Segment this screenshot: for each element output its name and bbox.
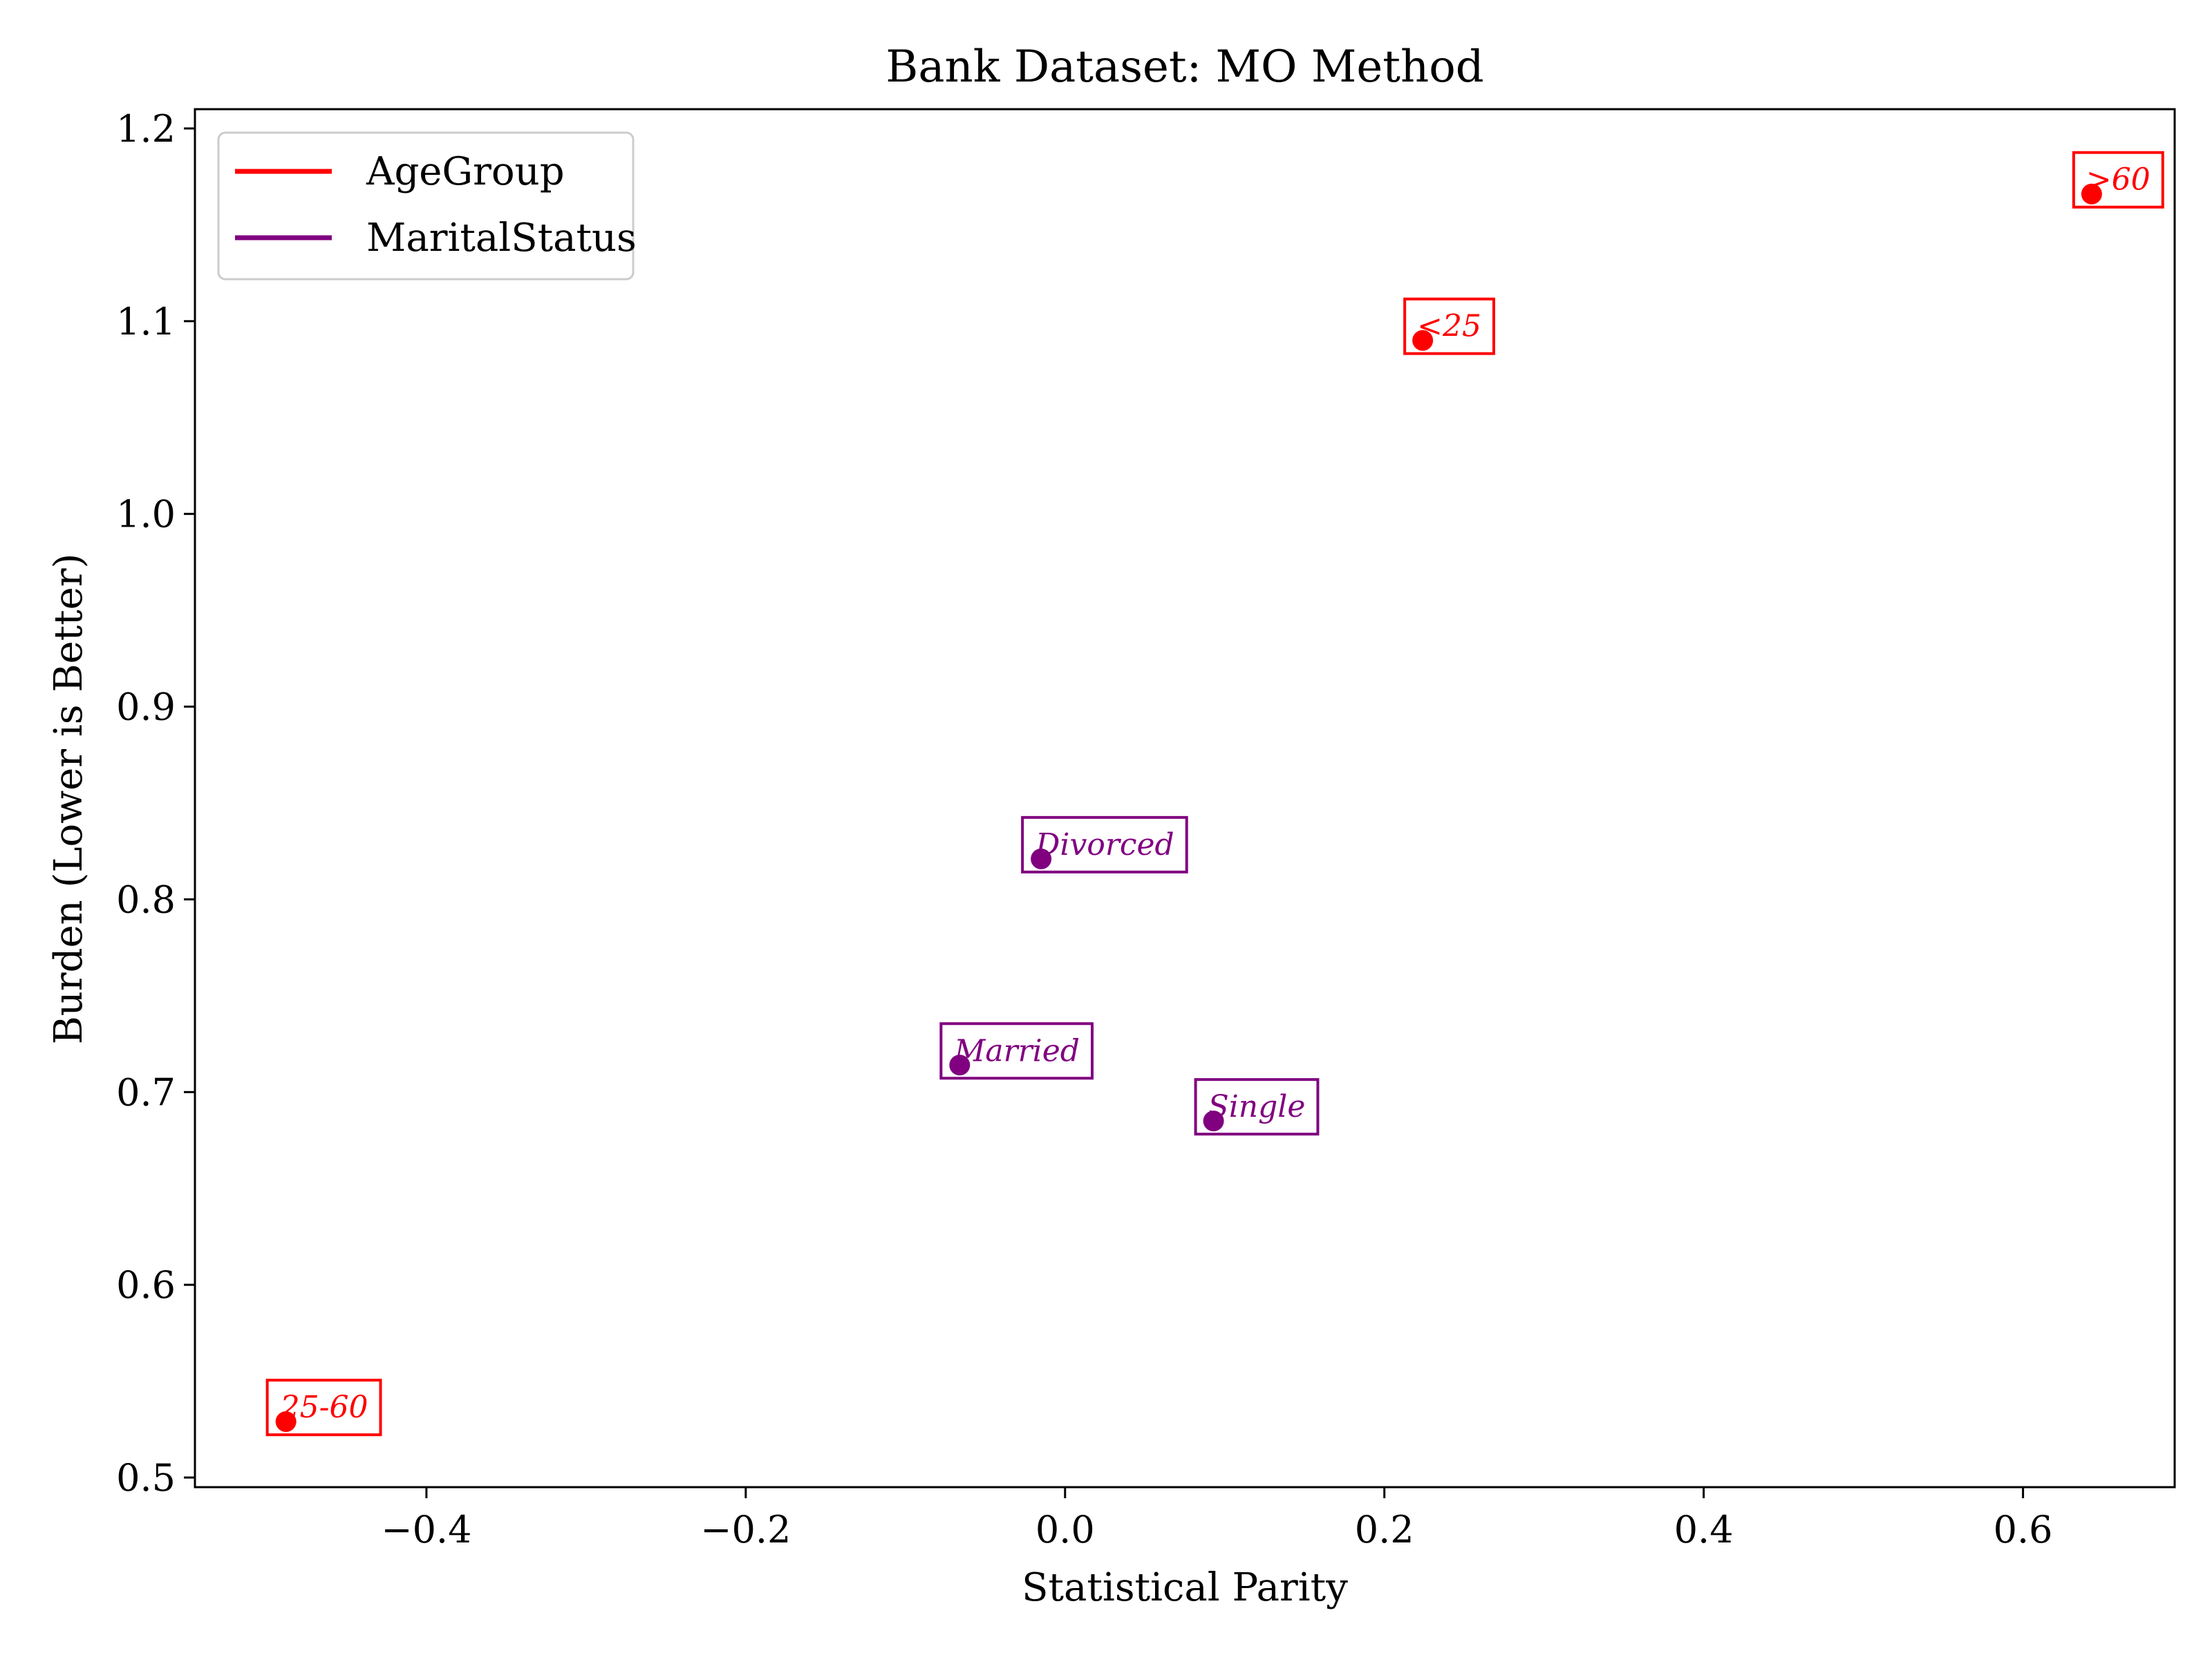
data-point xyxy=(1031,848,1052,869)
data-points: >60 <25 25-60 Divorced Married Single xyxy=(265,151,2164,1437)
x-tick-label: 0.0 xyxy=(1035,1508,1095,1551)
y-tick-label: 0.6 xyxy=(116,1263,176,1307)
data-point-label-box xyxy=(2072,151,2164,209)
data-point-label: 25-60 xyxy=(280,1390,368,1425)
data-point-label: >60 xyxy=(2086,162,2150,198)
y-tick-label: 0.5 xyxy=(116,1456,176,1500)
legend-label: MaritalStatus xyxy=(366,216,637,261)
plot-frame xyxy=(194,108,2176,1489)
x-tick-label: 0.2 xyxy=(1355,1508,1414,1551)
data-point xyxy=(1412,330,1434,351)
data-point xyxy=(1203,1111,1224,1132)
data-point-label: Married xyxy=(953,1033,1080,1068)
y-tick-label: 1.2 xyxy=(116,107,176,151)
x-tick-label: −0.2 xyxy=(700,1508,791,1551)
legend-label: AgeGroup xyxy=(366,149,565,194)
data-point-label-box xyxy=(1194,1078,1320,1136)
y-tick-label: 1.1 xyxy=(116,300,176,343)
data-point-label: Divorced xyxy=(1035,827,1174,862)
chart-title: Bank Dataset: MO Method xyxy=(885,41,1483,93)
legend: AgeGroup MaritalStatus xyxy=(217,131,637,281)
y-tick-label: 0.8 xyxy=(116,878,176,921)
y-axis-label: Burden (Lower is Better) xyxy=(46,554,91,1045)
y-tick-label: 0.7 xyxy=(116,1070,176,1114)
data-point-label-box xyxy=(1403,297,1496,355)
data-point xyxy=(949,1055,971,1076)
data-point-label-box xyxy=(265,1379,382,1437)
data-point xyxy=(2081,183,2102,205)
data-point xyxy=(275,1411,297,1433)
x-tick-label: 0.4 xyxy=(1674,1508,1734,1551)
axes-ticks: −0.4 −0.2 0.0 0.2 0.4 0.6 0.5 0.6 0.7 0.8 0.9 1.0 1.… xyxy=(116,107,2052,1551)
data-point-label: <25 xyxy=(1417,309,1481,344)
x-tick-label: 0.6 xyxy=(1994,1508,2053,1551)
data-point-label-box xyxy=(939,1022,1094,1080)
y-tick-label: 0.9 xyxy=(116,686,176,729)
x-tick-label: −0.4 xyxy=(381,1508,471,1551)
y-tick-label: 1.0 xyxy=(116,493,176,536)
data-point-label-box xyxy=(1021,815,1188,874)
x-axis-label: Statistical Parity xyxy=(1022,1565,1348,1610)
data-point-label: Single xyxy=(1208,1089,1306,1124)
